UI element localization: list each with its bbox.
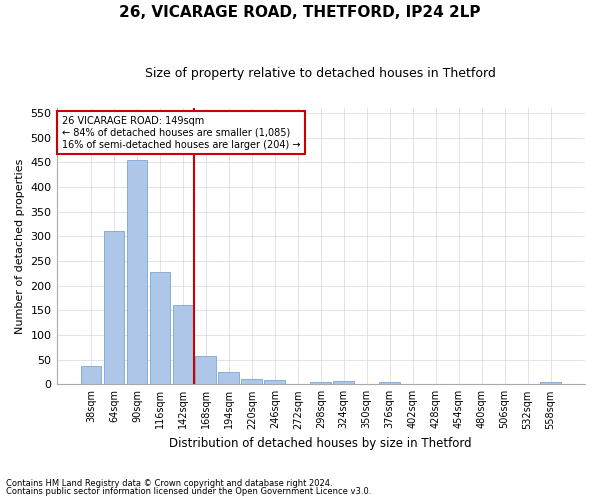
- Bar: [196, 356, 216, 384]
- Bar: [379, 382, 400, 384]
- Text: 26 VICARAGE ROAD: 149sqm
← 84% of detached houses are smaller (1,085)
16% of sem: 26 VICARAGE ROAD: 149sqm ← 84% of detach…: [62, 116, 301, 150]
- Bar: [310, 382, 331, 384]
- Bar: [173, 306, 193, 384]
- Text: Contains HM Land Registry data © Crown copyright and database right 2024.: Contains HM Land Registry data © Crown c…: [6, 478, 332, 488]
- Y-axis label: Number of detached properties: Number of detached properties: [15, 158, 25, 334]
- Bar: [218, 372, 239, 384]
- Text: Contains public sector information licensed under the Open Government Licence v3: Contains public sector information licen…: [6, 487, 371, 496]
- Bar: [149, 272, 170, 384]
- Bar: [80, 366, 101, 384]
- X-axis label: Distribution of detached houses by size in Thetford: Distribution of detached houses by size …: [169, 437, 472, 450]
- Text: 26, VICARAGE ROAD, THETFORD, IP24 2LP: 26, VICARAGE ROAD, THETFORD, IP24 2LP: [119, 5, 481, 20]
- Bar: [265, 380, 285, 384]
- Title: Size of property relative to detached houses in Thetford: Size of property relative to detached ho…: [145, 68, 496, 80]
- Bar: [540, 382, 561, 384]
- Bar: [334, 382, 354, 384]
- Bar: [104, 232, 124, 384]
- Bar: [241, 380, 262, 384]
- Bar: [127, 160, 147, 384]
